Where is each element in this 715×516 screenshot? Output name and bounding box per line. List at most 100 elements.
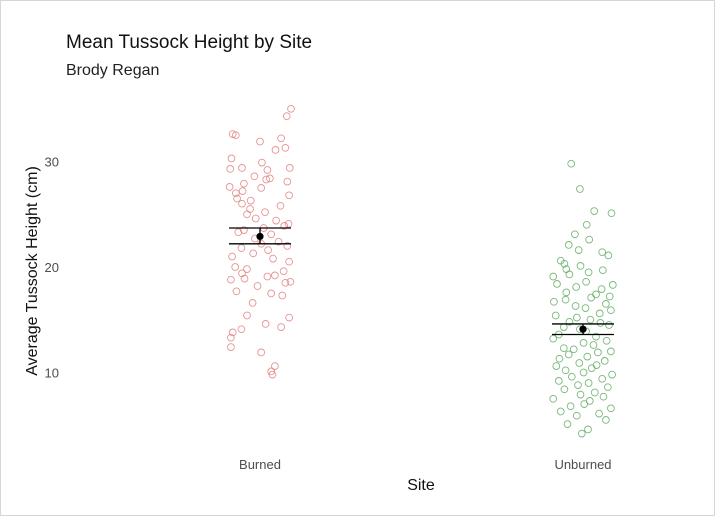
data-point-unburned [608,281,617,289]
data-point-burned [269,254,277,263]
x-axis-ticks: Burned Unburned [239,457,612,472]
data-point-burned [231,131,240,140]
data-point-burned [284,219,293,228]
data-point-unburned [608,370,616,379]
data-point-unburned [563,420,572,428]
data-point-burned [285,164,294,172]
data-point-burned [227,333,235,342]
data-point-burned [271,146,280,154]
data-point-unburned [561,295,570,304]
y-axis-label: Average Tussock Height (cm) [24,166,41,376]
data-point-unburned [559,323,568,331]
data-point-unburned [590,388,599,397]
data-point-unburned [597,285,606,293]
data-point-unburned [571,230,579,239]
data-point-unburned [560,259,569,268]
data-point-unburned [567,372,576,381]
data-point-unburned [569,345,578,354]
data-point-unburned [602,416,610,424]
y-tick-label: 20 [45,260,59,275]
data-point-unburned [572,313,581,322]
data-point-unburned [582,220,591,229]
data-point-unburned [584,425,592,434]
data-point-unburned [567,159,576,168]
data-point-unburned [564,241,573,249]
data-point-burned [249,249,258,258]
data-point-unburned [560,385,569,394]
data-point-unburned [584,379,593,387]
data-point-burned [279,267,288,276]
data-point-burned [225,183,234,191]
data-point-burned [240,179,248,188]
data-point-unburned [561,366,570,375]
data-point-unburned [577,429,586,438]
data-point-unburned [592,290,600,299]
data-point-burned [271,362,279,370]
data-point-unburned [550,297,558,306]
data-point-burned [268,370,277,379]
data-point-unburned [555,354,564,363]
data-point-unburned [596,319,605,327]
data-point-unburned [579,339,588,347]
data-point-burned [283,177,292,186]
data-point-burned [285,257,293,266]
data-point-burned [227,154,236,163]
data-point-unburned [592,361,601,369]
data-point-unburned [564,350,573,359]
data-point-unburned [607,347,615,356]
data-point-burned [248,299,257,307]
data-point-burned [233,194,241,203]
data-point-unburned [562,288,571,297]
data-point-unburned [598,266,607,275]
y-axis-ticks: 10 20 30 [45,155,59,381]
data-point-unburned [604,251,613,260]
x-tick-label: Burned [239,457,281,472]
data-point-burned [271,271,279,280]
data-point-burned [232,287,241,296]
data-point-burned [243,311,251,320]
data-point-burned [278,291,287,300]
y-tick-label: 10 [45,365,59,380]
data-point-unburned [590,207,599,215]
data-point-unburned [582,277,590,286]
data-point-burned [267,289,276,298]
data-point-unburned [607,306,615,315]
data-point-unburned [584,268,593,277]
data-point-burned [263,272,272,281]
data-point-burned [262,175,271,184]
mean-summary [229,227,614,336]
data-point-burned [231,189,240,198]
data-point-burned [261,320,270,328]
data-point-burned [280,222,289,230]
data-point-burned [258,158,266,167]
data-point-unburned [586,315,595,324]
data-point-burned [283,242,292,250]
data-point-burned [250,172,259,181]
data-point-unburned [552,362,561,370]
data-point-unburned [585,397,594,405]
data-point-burned [226,165,235,173]
data-point-unburned [549,394,558,403]
data-point-unburned [575,359,584,367]
data-point-burned [240,274,249,283]
data-point-unburned [576,262,585,270]
data-point-burned [267,230,276,239]
data-point-unburned [572,283,581,291]
data-point-unburned [571,302,580,310]
data-point-unburned [589,341,598,349]
data-point-unburned [556,407,565,416]
data-point-burned [276,201,285,210]
chart-subtitle: Brody Regan [66,62,160,79]
data-point-unburned [574,246,583,254]
data-point-burned [285,191,293,200]
data-point-unburned [581,304,590,312]
data-point-burned [285,313,293,322]
data-point-unburned [551,311,560,320]
data-point-burned [237,325,246,334]
data-point-unburned [585,235,594,244]
data-point-burned [287,104,295,113]
data-point-burned [238,164,246,172]
data-point-burned [257,184,266,192]
data-point-burned [277,134,285,143]
data-point-burned [243,210,251,219]
